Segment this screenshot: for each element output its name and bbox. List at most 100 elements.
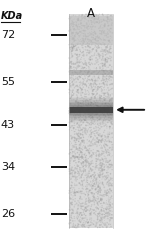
Point — [94, 30, 96, 34]
Point — [100, 139, 102, 142]
Point — [68, 109, 70, 113]
Point — [73, 203, 76, 207]
Point — [98, 55, 101, 58]
Point — [105, 47, 107, 51]
Point — [91, 62, 94, 66]
Point — [92, 76, 94, 80]
Point — [108, 51, 111, 55]
Point — [69, 126, 71, 129]
Point — [69, 46, 71, 50]
Point — [81, 166, 84, 169]
Point — [71, 225, 74, 229]
Point — [87, 108, 89, 112]
Point — [106, 193, 109, 197]
Point — [91, 48, 93, 51]
Point — [101, 64, 104, 68]
Point — [79, 96, 81, 100]
Point — [108, 207, 111, 210]
Point — [108, 218, 111, 222]
Point — [71, 22, 74, 26]
Point — [103, 165, 105, 169]
Point — [73, 130, 75, 133]
Point — [89, 135, 92, 139]
Point — [102, 107, 105, 111]
Point — [108, 130, 111, 134]
Point — [81, 51, 84, 54]
Point — [94, 134, 97, 138]
Point — [97, 14, 100, 18]
Bar — [69, 105, 112, 115]
Point — [108, 179, 110, 183]
Point — [75, 171, 77, 174]
Point — [87, 220, 90, 224]
Point — [83, 213, 85, 216]
Point — [104, 102, 107, 105]
Point — [80, 120, 82, 124]
Point — [81, 172, 84, 176]
Point — [94, 187, 97, 191]
Point — [76, 216, 78, 220]
Point — [104, 147, 107, 151]
Point — [88, 189, 91, 192]
Point — [68, 191, 70, 195]
Point — [104, 60, 107, 64]
Point — [77, 17, 80, 21]
Point — [102, 18, 105, 22]
Point — [78, 116, 80, 120]
Point — [85, 60, 87, 64]
Point — [105, 135, 107, 139]
Point — [98, 133, 100, 137]
Point — [91, 57, 93, 61]
Point — [106, 113, 109, 116]
Point — [89, 167, 92, 170]
Point — [106, 74, 108, 78]
Point — [108, 212, 110, 215]
Point — [88, 164, 91, 167]
Point — [78, 27, 81, 31]
Point — [71, 150, 74, 153]
Point — [101, 156, 103, 160]
Point — [74, 80, 77, 84]
Point — [100, 209, 102, 212]
Point — [80, 132, 82, 136]
Point — [97, 18, 99, 22]
Point — [94, 198, 97, 202]
Point — [109, 166, 111, 169]
Point — [102, 74, 104, 78]
Point — [96, 113, 98, 116]
Point — [87, 150, 89, 154]
Point — [87, 199, 90, 203]
Point — [77, 32, 80, 35]
Point — [101, 158, 104, 161]
Point — [88, 183, 90, 187]
Point — [87, 16, 90, 19]
Point — [69, 56, 72, 60]
Point — [87, 77, 89, 80]
Point — [101, 213, 104, 217]
Point — [99, 187, 101, 191]
Point — [95, 66, 98, 69]
Point — [92, 179, 94, 183]
Point — [107, 152, 109, 156]
Point — [77, 156, 79, 159]
Point — [82, 91, 84, 95]
Point — [93, 22, 96, 25]
Point — [110, 82, 113, 86]
Point — [93, 143, 96, 146]
Point — [104, 38, 107, 42]
Point — [87, 107, 90, 111]
Point — [101, 206, 103, 210]
Point — [87, 86, 90, 90]
Point — [75, 44, 77, 47]
Point — [72, 174, 74, 178]
Point — [105, 177, 108, 181]
Point — [68, 91, 70, 94]
Point — [92, 18, 95, 22]
Point — [72, 221, 75, 225]
Point — [103, 129, 106, 132]
Point — [92, 165, 94, 168]
Point — [100, 173, 102, 177]
Point — [73, 216, 76, 220]
Point — [85, 108, 88, 112]
Point — [93, 132, 95, 136]
